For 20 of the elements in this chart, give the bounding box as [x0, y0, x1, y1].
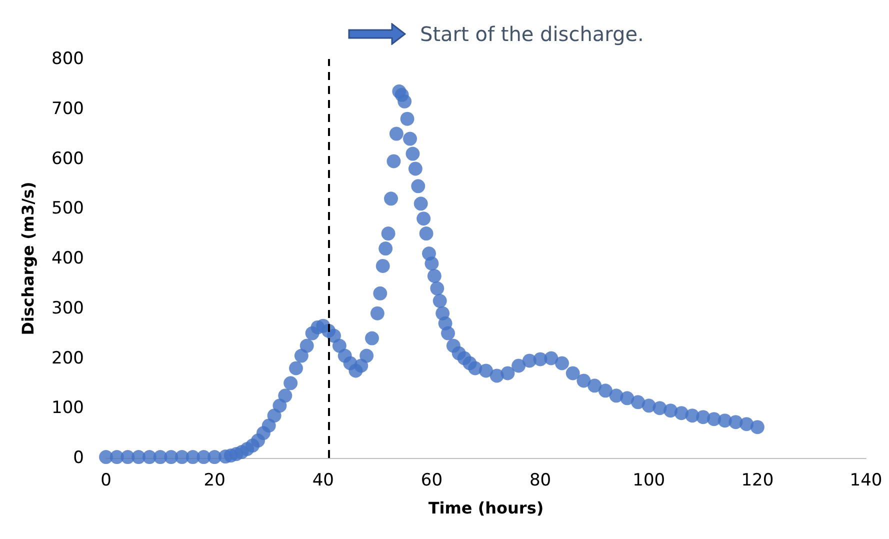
x-tick-label: 60: [420, 470, 443, 490]
y-tick-label: 300: [52, 298, 84, 318]
text: Start of the discharge.: [420, 22, 644, 46]
y-tick-label: 0: [73, 448, 84, 468]
y-tick-label: 800: [52, 49, 84, 69]
x-tick-label: 0: [100, 470, 112, 490]
y-tick-label: 400: [52, 248, 84, 268]
x-tick-label: 80: [529, 470, 552, 490]
x-tick-label: 140: [850, 470, 882, 490]
x-tick-label: 40: [312, 470, 334, 490]
x-tick-label: 20: [204, 470, 226, 490]
x-tick-label: 100: [632, 470, 666, 490]
y-tick-label: 600: [52, 148, 84, 169]
x-tick-label: 120: [741, 470, 774, 490]
y-tick-label: 100: [52, 398, 84, 418]
x-axis-title: Time (hours): [428, 498, 544, 518]
y-axis-title: Discharge (m3/s): [18, 182, 38, 336]
y-tick-label: 500: [52, 198, 84, 219]
y-tick-label: 700: [52, 98, 84, 119]
y-tick-label: 200: [52, 348, 84, 368]
